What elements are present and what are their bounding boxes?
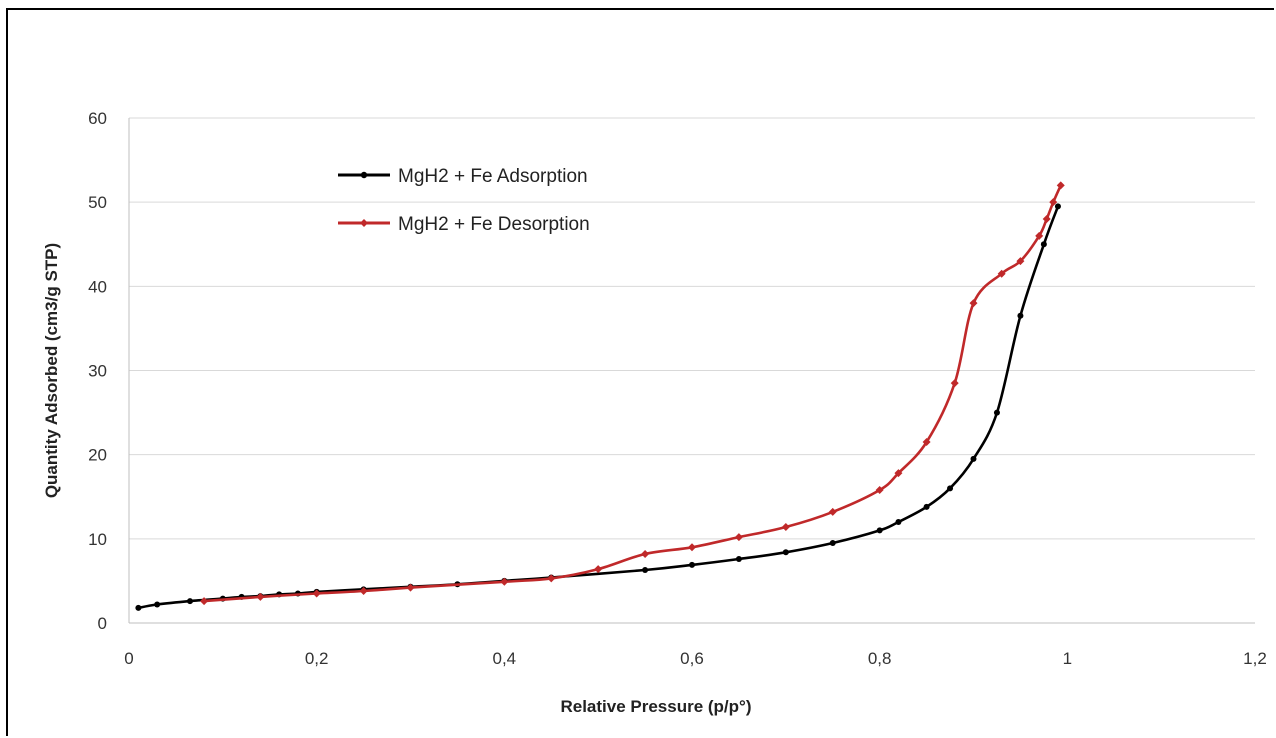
- data-point: [1040, 241, 1047, 248]
- data-point: [993, 409, 1000, 416]
- data-point: [500, 577, 509, 586]
- data-point: [876, 527, 883, 534]
- series-group: [135, 181, 1065, 611]
- data-point: [1042, 215, 1051, 223]
- legend-item: MgH2 + Fe Desorption: [338, 214, 590, 235]
- data-point: [688, 543, 696, 552]
- x-tick-label: 1,2: [1243, 649, 1267, 668]
- data-point: [547, 574, 556, 583]
- data-point: [256, 592, 265, 601]
- x-tick-label: 0,2: [305, 649, 329, 668]
- data-point: [154, 601, 161, 608]
- series-adsorption: [135, 203, 1061, 611]
- data-point: [828, 507, 837, 516]
- y-tick-label: 40: [88, 277, 107, 296]
- legend-marker: [360, 219, 368, 227]
- y-tick-labels: 0 10 20 30 40 50 60: [88, 109, 107, 633]
- data-point: [641, 549, 650, 558]
- data-point: [997, 269, 1006, 278]
- data-point: [312, 589, 321, 598]
- legend-label: MgH2 + Fe Desorption: [398, 214, 590, 235]
- y-tick-label: 10: [88, 530, 107, 549]
- data-point: [922, 438, 931, 447]
- data-point: [1017, 312, 1024, 319]
- data-point: [781, 523, 790, 532]
- y-tick-label: 20: [88, 446, 107, 465]
- data-point: [923, 503, 930, 510]
- data-point: [359, 587, 368, 596]
- data-point: [875, 486, 884, 495]
- y-tick-label: 0: [98, 614, 107, 633]
- x-tick-label: 0,6: [680, 649, 704, 668]
- data-point: [135, 604, 142, 611]
- legend-item: MgH2 + Fe Adsorption: [338, 166, 588, 187]
- y-tick-label: 60: [88, 109, 107, 128]
- legend: MgH2 + Fe Adsorption MgH2 + Fe Desorption: [338, 166, 590, 235]
- x-tick-label: 0,8: [868, 649, 892, 668]
- data-point: [950, 379, 959, 388]
- data-point: [1054, 203, 1061, 210]
- series-line: [138, 205, 1060, 610]
- data-point: [947, 485, 954, 492]
- x-tick-labels: 0 0,2 0,4 0,6 0,8 1 1,2: [124, 649, 1267, 668]
- data-point: [894, 469, 903, 478]
- data-point: [735, 556, 742, 563]
- data-point: [969, 299, 978, 308]
- legend-label: MgH2 + Fe Adsorption: [398, 166, 588, 187]
- y-tick-label: 50: [88, 193, 107, 212]
- data-point: [895, 519, 902, 525]
- data-point: [642, 566, 649, 573]
- x-tick-label: 1: [1063, 649, 1072, 668]
- legend-marker: [360, 171, 368, 179]
- data-point: [594, 565, 603, 574]
- data-point: [406, 583, 415, 592]
- data-point: [1016, 257, 1025, 266]
- gridlines: [129, 117, 1255, 540]
- data-point: [782, 549, 789, 556]
- data-point: [970, 455, 977, 462]
- data-point: [1056, 181, 1065, 190]
- chart-frame: [6, 8, 1274, 736]
- y-axis-label: Quantity Adsorbed (cm3/g STP): [42, 243, 61, 498]
- data-point: [1049, 198, 1058, 207]
- data-point: [1035, 231, 1044, 240]
- data-point: [200, 597, 209, 606]
- y-tick-label: 30: [88, 362, 107, 381]
- x-axis-label: Relative Pressure (p/p°): [560, 697, 751, 716]
- data-point: [689, 561, 695, 568]
- series-desorption: [200, 181, 1065, 606]
- x-tick-label: 0: [124, 649, 133, 668]
- data-point: [186, 598, 193, 605]
- data-point: [734, 533, 743, 542]
- data-point: [829, 540, 836, 547]
- x-tick-label: 0,4: [493, 649, 517, 668]
- axes: [128, 118, 1255, 624]
